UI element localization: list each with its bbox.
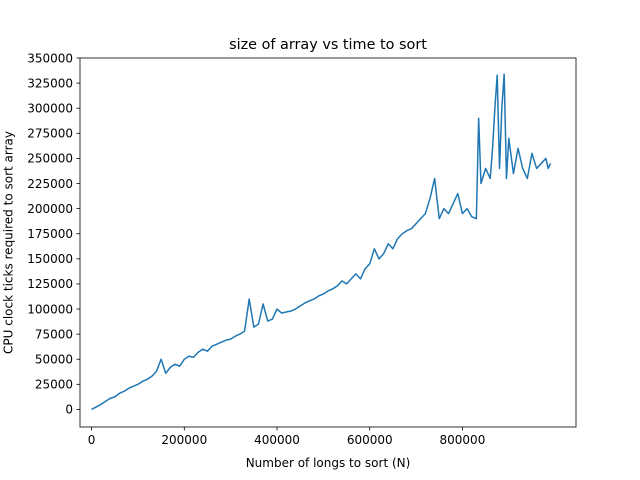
y-tick-label: 350000 bbox=[27, 51, 73, 65]
y-tick-label: 150000 bbox=[27, 252, 73, 266]
x-tick-label: 600000 bbox=[347, 433, 393, 447]
y-tick-label: 275000 bbox=[27, 127, 73, 141]
y-tick-label: 225000 bbox=[27, 177, 73, 191]
y-tick-label: 325000 bbox=[27, 76, 73, 90]
x-tick-label: 200000 bbox=[161, 433, 207, 447]
y-tick-label: 175000 bbox=[27, 227, 73, 241]
y-axis-label: CPU clock ticks required to sort array bbox=[2, 131, 16, 354]
x-axis-label: Number of longs to sort (N) bbox=[246, 456, 411, 470]
x-tick-label: 0 bbox=[88, 433, 96, 447]
y-tick-label: 250000 bbox=[27, 152, 73, 166]
y-tick-label: 300000 bbox=[27, 102, 73, 116]
y-tick-label: 100000 bbox=[27, 302, 73, 316]
axes-frame bbox=[79, 57, 577, 428]
y-tick-label: 200000 bbox=[27, 202, 73, 216]
y-tick-label: 50000 bbox=[35, 353, 73, 367]
x-tick-label: 800000 bbox=[440, 433, 486, 447]
chart-title: size of array vs time to sort bbox=[229, 37, 427, 53]
y-tick-label: 0 bbox=[65, 403, 73, 417]
plot-area: 0 200000 400000 600000 800000 0 25000 50000 7500… bbox=[27, 51, 577, 447]
y-tick-label: 125000 bbox=[27, 277, 73, 291]
series-line-0 bbox=[91, 73, 552, 411]
y-tick-label: 25000 bbox=[35, 378, 73, 392]
y-tick-label: 75000 bbox=[35, 327, 73, 341]
x-tick-label: 400000 bbox=[254, 433, 300, 447]
